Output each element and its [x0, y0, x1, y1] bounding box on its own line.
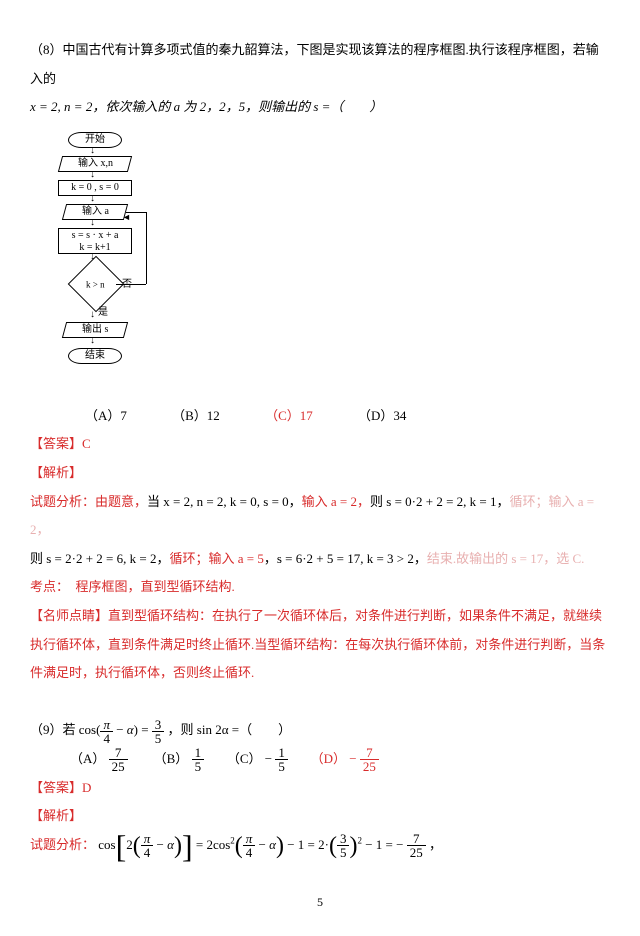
- fc-in1: 输入 x,n: [58, 156, 132, 172]
- q8-options: （A）7 （B）12 （C）17 （D）34: [85, 402, 610, 431]
- fc-in2: 输入 a: [62, 204, 128, 220]
- q9-text: （9）若 cos(π4 − α) = 35 ，则 sin 2α =（ ）: [30, 716, 610, 745]
- opt-d: （D） − 725: [311, 751, 379, 766]
- q8-teacher: 【名师点睛】直到型循环结构：在执行了一次循环体后，对条件进行判断，如果条件不满足…: [30, 602, 610, 688]
- page-number: 5: [30, 889, 610, 915]
- q9-options: （A） 725 （B） 15 （C） − 15 （D） − 725: [70, 745, 610, 774]
- opt-d: （D）34: [358, 408, 406, 423]
- flowchart: 开始 ↓ 输入 x,n ↓ k = 0 , s = 0 ↓ 输入 a ↓ s =…: [40, 132, 180, 392]
- q9-answer: 【答案】D: [30, 774, 610, 803]
- opt-c: （C）17: [265, 408, 313, 423]
- opt-c: （C） − 15: [227, 751, 288, 766]
- q9-analysis-label: 【解析】: [30, 802, 610, 831]
- fc-start: 开始: [68, 132, 122, 148]
- q8-line2: x = 2, n = 2，依次输入的 a 为 2，2，5，则输出的 s =（ ）: [30, 93, 610, 122]
- fc-end: 结束: [68, 348, 122, 364]
- q9-analysis: 试题分析： cos[2(π4 − α)] = 2cos2(π4 − α) − 1…: [30, 831, 610, 860]
- q8-analysis-2: 则 s = 2·2 + 2 = 6, k = 2，循环；输入 a = 5，s =…: [30, 545, 610, 574]
- fc-yes: 是: [98, 302, 108, 324]
- fc-no: 否: [122, 274, 132, 296]
- q8-analysis-label: 【解析】: [30, 459, 610, 488]
- fc-init: k = 0 , s = 0: [58, 180, 132, 196]
- q8-answer: 【答案】C: [30, 430, 610, 459]
- fc-cond: k > n: [76, 264, 116, 304]
- opt-b: （B）12: [172, 408, 220, 423]
- opt-b: （B） 15: [154, 751, 204, 766]
- opt-a: （A） 725: [70, 751, 128, 766]
- q8-kaodian: 考点： 程序框图，直到型循环结构.: [30, 573, 610, 602]
- fc-calc: s = s · x + ak = k+1: [58, 228, 132, 254]
- q8-text: （8）中国古代有计算多项式值的秦九韶算法，下图是实现该算法的程序框图.执行该程序…: [30, 36, 610, 93]
- q8-analysis: 试题分析：由题意，当 x = 2, n = 2, k = 0, s = 0，输入…: [30, 488, 610, 545]
- fc-out: 输出 s: [62, 322, 128, 338]
- opt-a: （A）7: [85, 408, 127, 423]
